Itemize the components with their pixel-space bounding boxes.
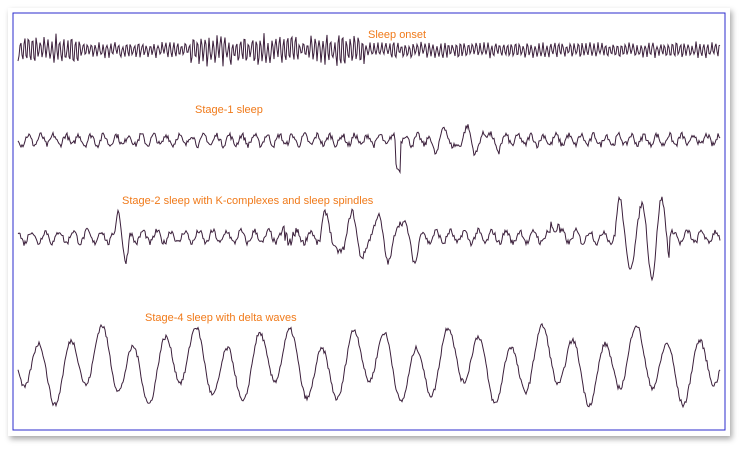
trace-label: Stage-1 sleep — [195, 104, 263, 116]
eeg-trace — [17, 124, 721, 175]
trace-label: Stage-4 sleep with delta waves — [145, 312, 297, 324]
frame-border — [12, 12, 726, 431]
eeg-trace — [17, 195, 721, 282]
eeg-trace — [17, 322, 721, 409]
traces — [17, 33, 721, 409]
trace-label: Stage-2 sleep with K-complexes and sleep… — [122, 195, 374, 207]
eeg-trace — [17, 33, 721, 67]
trace-label: Sleep onset — [368, 29, 426, 41]
